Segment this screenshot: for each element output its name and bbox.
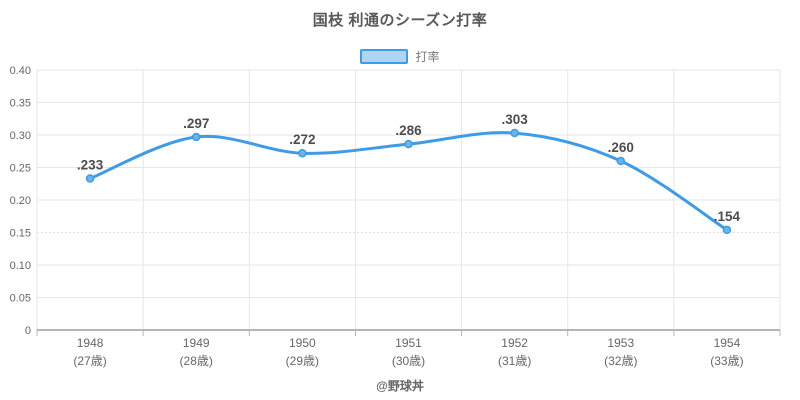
data-point bbox=[191, 132, 201, 142]
data-point bbox=[722, 225, 732, 235]
x-tick-label-year: 1954 bbox=[714, 336, 741, 350]
y-tick-label: 0.30 bbox=[10, 130, 31, 142]
x-tick-label-age: (33歳) bbox=[710, 354, 743, 368]
batting-average-line-chart: 0 0.05 0.10 0.15 0.20 0.25 0.30 0.35 0.40 1948 (27… bbox=[10, 65, 781, 368]
x-tick-label-age: (27歳) bbox=[73, 354, 106, 368]
data-point-label: .303 bbox=[502, 112, 529, 127]
legend-swatch-batting-average bbox=[360, 48, 409, 64]
y-tick-label: 0.10 bbox=[10, 260, 31, 272]
x-tick-label-age: (31歳) bbox=[498, 354, 531, 368]
x-tick-label-age: (28歳) bbox=[180, 354, 213, 368]
x-tick-label-age: (32歳) bbox=[604, 354, 637, 368]
y-tick-label: 0.05 bbox=[10, 293, 31, 305]
data-point bbox=[510, 128, 519, 138]
x-tick-label-year: 1948 bbox=[77, 336, 104, 350]
data-point bbox=[404, 139, 413, 149]
y-tick-label: 0.40 bbox=[10, 65, 31, 77]
data-point-label: .286 bbox=[395, 123, 422, 138]
data-point-label: .297 bbox=[183, 116, 209, 131]
x-tick-label-year: 1951 bbox=[395, 336, 422, 350]
data-point bbox=[298, 148, 307, 158]
x-tick-label-year: 1950 bbox=[289, 336, 316, 350]
data-point-label: .260 bbox=[608, 140, 634, 155]
y-tick-label: 0.20 bbox=[10, 195, 31, 207]
data-point-label: .154 bbox=[714, 209, 741, 224]
x-tick-label-age: (29歳) bbox=[286, 354, 319, 368]
legend: 打率 bbox=[0, 47, 800, 65]
data-point bbox=[616, 156, 626, 166]
data-point bbox=[85, 174, 95, 183]
legend-label-batting-average: 打率 bbox=[415, 49, 440, 64]
x-tick-label-age: (30歳) bbox=[392, 354, 425, 368]
chart-title: 国枝 利通のシーズン打率 bbox=[312, 12, 488, 29]
watermark-credit: @野球丼 bbox=[376, 379, 424, 393]
x-tick-label-year: 1953 bbox=[607, 336, 634, 350]
y-tick-label: 0 bbox=[25, 325, 31, 337]
data-point-label: .233 bbox=[77, 158, 104, 173]
y-tick-label: 0.35 bbox=[10, 98, 31, 110]
x-tick-label-year: 1949 bbox=[183, 336, 210, 350]
y-tick-label: 0.15 bbox=[10, 228, 31, 240]
x-tick-label-year: 1952 bbox=[501, 336, 528, 350]
data-point-label: .272 bbox=[289, 132, 315, 147]
y-tick-label: 0.25 bbox=[10, 163, 31, 175]
